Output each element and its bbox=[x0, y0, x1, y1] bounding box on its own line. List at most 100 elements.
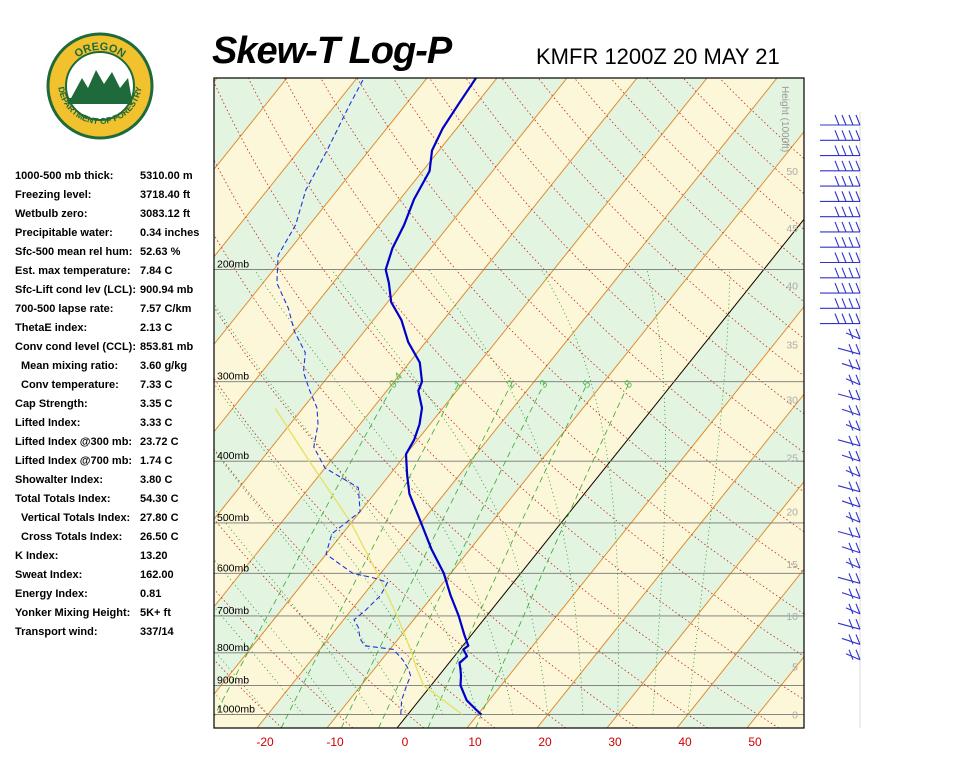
wind-barb bbox=[820, 298, 861, 309]
index-label: 1000-500 mb thick: bbox=[15, 170, 114, 182]
background-grid bbox=[0, 78, 960, 728]
zero-isotherm-line bbox=[396, 218, 804, 728]
x-tick-label: -20 bbox=[256, 735, 274, 749]
wind-barb bbox=[841, 405, 861, 416]
index-value: 7.57 C/km bbox=[140, 303, 192, 315]
index-row: Sweat Index: 162.00 bbox=[15, 569, 215, 588]
dry-adiabat-line bbox=[214, 448, 496, 728]
wind-barb bbox=[820, 191, 861, 202]
index-row: 700-500 lapse rate: 7.57 C/km bbox=[15, 303, 215, 322]
wind-barb bbox=[841, 542, 861, 554]
index-label: Wetbulb zero: bbox=[15, 208, 88, 220]
index-row: Vertical Totals Index: 27.80 C bbox=[15, 512, 215, 531]
isotherm-line bbox=[0, 78, 147, 728]
wind-barb bbox=[837, 527, 861, 539]
index-label: Sfc-Lift cond lev (LCL): bbox=[15, 284, 136, 296]
isotherm-line bbox=[256, 78, 778, 728]
mixing-ratio-line bbox=[475, 381, 630, 728]
isobar-label: 200mb bbox=[217, 259, 249, 271]
index-label: Transport wind: bbox=[15, 626, 98, 638]
wind-barb bbox=[845, 466, 861, 477]
wind-barb bbox=[820, 282, 861, 294]
index-value: 3.60 g/kg bbox=[140, 360, 188, 372]
temperature-band bbox=[0, 78, 147, 728]
temperature-band bbox=[214, 78, 217, 82]
wind-barb bbox=[820, 267, 861, 279]
mixing-ratio-line bbox=[214, 381, 396, 718]
index-row: Cap Strength: 3.35 C bbox=[15, 398, 215, 417]
isotherm-line bbox=[817, 78, 960, 728]
index-row: Conv cond level (CCL): 853.81 mb bbox=[15, 341, 215, 360]
wind-barb bbox=[837, 389, 861, 401]
dry-adiabat-line bbox=[214, 306, 638, 728]
isobar-label: 900mb bbox=[217, 674, 249, 686]
index-row: ThetaE index: 2.13 C bbox=[15, 322, 215, 341]
wind-barb bbox=[837, 618, 861, 630]
dry-adiabat-line bbox=[214, 659, 283, 728]
index-value: 13.20 bbox=[140, 550, 168, 562]
index-row: Cross Totals Index: 26.50 C bbox=[15, 531, 215, 550]
wind-barb bbox=[845, 603, 861, 615]
x-tick-label: 50 bbox=[748, 735, 762, 749]
x-tick-label: 0 bbox=[402, 735, 409, 749]
isotherm-bands bbox=[0, 78, 804, 728]
index-value: 3.35 C bbox=[140, 398, 173, 410]
index-value: 2.13 C bbox=[140, 322, 173, 334]
axis-labels: 0.4 1 2 3 5 8200mb300mb400mb500mb600mb700mb80… bbox=[217, 86, 798, 749]
index-label: Sfc-500 mean rel hum: bbox=[15, 246, 133, 258]
index-label: Lifted Index: bbox=[15, 417, 81, 429]
mixing-ratio-label: 1 bbox=[452, 379, 465, 391]
moist-adiabat-line bbox=[428, 269, 584, 715]
isobar-label: 1000mb bbox=[217, 704, 255, 716]
index-row: Lifted Index @700 mb: 1.74 C bbox=[15, 455, 215, 474]
svg-text:OREGON: OREGON bbox=[72, 41, 127, 61]
isobar-label: 600mb bbox=[217, 562, 249, 574]
index-value: 853.81 mb bbox=[140, 341, 194, 353]
index-value: 27.80 C bbox=[140, 512, 179, 524]
index-label: Sweat Index: bbox=[15, 569, 83, 581]
wind-barb bbox=[820, 221, 861, 233]
index-value: 54.30 C bbox=[140, 493, 179, 505]
index-value: 26.50 C bbox=[140, 531, 179, 543]
wind-barb bbox=[820, 206, 861, 218]
isobar-label: 800mb bbox=[217, 642, 249, 654]
height-tick-label: 35 bbox=[786, 339, 798, 351]
index-row: Yonker Mixing Height: 5K+ ft bbox=[15, 607, 215, 626]
wind-barb bbox=[841, 450, 861, 462]
isotherm-line bbox=[214, 78, 708, 696]
height-tick-label: 20 bbox=[786, 507, 798, 519]
mixing-ratio-line bbox=[340, 381, 513, 728]
dewpoint-line bbox=[276, 78, 412, 715]
temperature-line bbox=[384, 78, 483, 716]
x-tick-label: 10 bbox=[468, 735, 482, 749]
index-label: Conv temperature: bbox=[21, 379, 119, 391]
index-row: Total Totals Index: 54.30 C bbox=[15, 493, 215, 512]
index-value: 23.72 C bbox=[140, 436, 179, 448]
index-row: K Index: 13.20 bbox=[15, 550, 215, 569]
wind-barb bbox=[845, 649, 861, 661]
height-tick-label: 0 bbox=[792, 710, 798, 722]
index-value: 3083.12 ft bbox=[140, 208, 191, 220]
wind-barb bbox=[837, 573, 861, 584]
isotherm-line bbox=[466, 305, 804, 728]
logo-top-text: OREGON bbox=[72, 41, 127, 61]
height-tick-label: 10 bbox=[786, 611, 798, 623]
wind-barb bbox=[841, 588, 861, 600]
isotherm-line bbox=[536, 393, 804, 728]
height-tick-label: 45 bbox=[786, 223, 798, 235]
height-tick-label: 50 bbox=[786, 166, 798, 178]
moist-adiabat-line bbox=[214, 691, 234, 715]
x-tick-label: 20 bbox=[538, 735, 552, 749]
index-value: 900.94 mb bbox=[140, 284, 194, 296]
plot-frame bbox=[213, 77, 805, 729]
index-row: Est. max temperature: 7.84 C bbox=[15, 265, 215, 284]
wind-barb bbox=[841, 634, 861, 645]
index-row: Sfc-500 mean rel hum: 52.63 % bbox=[15, 246, 215, 265]
index-label: Showalter Index: bbox=[15, 474, 104, 486]
index-label: Lifted Index @700 mb: bbox=[15, 455, 133, 467]
sounding-profiles bbox=[274, 78, 483, 716]
height-tick-label: 25 bbox=[786, 453, 798, 465]
index-label: 700-500 lapse rate: bbox=[15, 303, 114, 315]
wind-barb bbox=[820, 160, 861, 172]
